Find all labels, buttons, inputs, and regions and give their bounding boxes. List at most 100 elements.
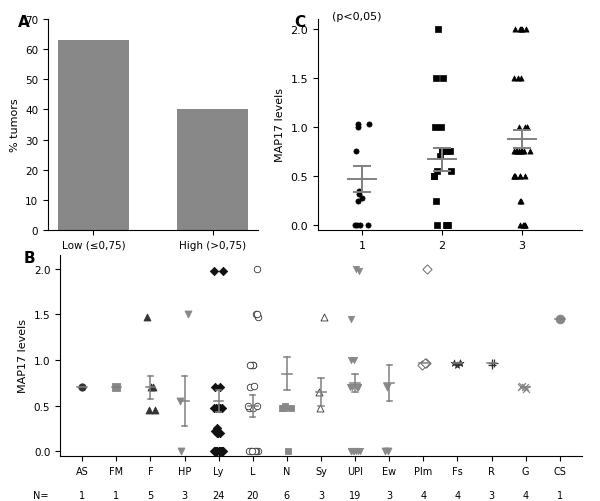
Point (431, 197, 441, 205)
Point (522, 124, 532, 132)
Point (320, 314, 329, 322)
Point (438, 75, 448, 83)
Point (443, 221, 453, 229)
Point (246, 361, 256, 369)
Point (555, 315, 565, 323)
Point (521, 26, 531, 34)
Point (515, 173, 525, 181)
Point (211, 447, 220, 455)
Point (431, 75, 440, 83)
Point (253, 447, 262, 455)
Text: C: C (294, 15, 305, 30)
Point (283, 447, 293, 455)
Point (520, 221, 529, 229)
Point (209, 268, 219, 276)
Point (248, 361, 258, 369)
Point (346, 315, 356, 323)
Bar (58, 41, 129, 230)
Point (279, 404, 289, 412)
Point (209, 404, 219, 412)
Point (250, 447, 259, 455)
Point (146, 384, 156, 392)
Point (214, 404, 223, 412)
Point (346, 356, 356, 364)
Text: 20: 20 (247, 489, 259, 499)
Point (442, 148, 451, 156)
Text: 1: 1 (113, 489, 119, 499)
Point (175, 397, 185, 405)
Point (145, 406, 154, 414)
Point (212, 427, 221, 435)
Point (215, 429, 224, 437)
Point (518, 26, 527, 34)
Point (277, 404, 287, 412)
Point (215, 447, 224, 455)
Point (209, 447, 218, 455)
Point (520, 148, 529, 156)
Point (443, 221, 452, 229)
Point (351, 148, 361, 156)
Text: (p<0,05): (p<0,05) (332, 12, 381, 22)
Point (510, 173, 520, 181)
Point (432, 168, 442, 176)
Point (351, 447, 361, 455)
Point (449, 359, 458, 367)
Text: A: A (18, 15, 30, 30)
Text: 1: 1 (557, 489, 563, 499)
Point (487, 361, 497, 369)
Point (352, 265, 361, 273)
Point (513, 75, 523, 83)
Point (380, 447, 389, 455)
Point (243, 402, 253, 410)
Point (280, 402, 290, 410)
Point (354, 190, 364, 198)
Point (314, 388, 323, 396)
X-axis label: Grade: Grade (431, 256, 469, 266)
Point (215, 404, 224, 412)
Point (422, 265, 432, 273)
Point (247, 447, 257, 455)
Point (517, 382, 526, 390)
Point (353, 197, 363, 205)
Text: 3: 3 (318, 489, 324, 499)
Point (514, 148, 524, 156)
Point (510, 173, 520, 181)
Text: 3: 3 (488, 489, 494, 499)
Point (353, 384, 363, 392)
Point (352, 384, 362, 392)
Y-axis label: MAP17 levels: MAP17 levels (18, 319, 28, 393)
Point (516, 197, 526, 205)
Point (347, 384, 357, 392)
Point (353, 384, 362, 392)
Point (353, 121, 363, 129)
Point (212, 424, 222, 432)
Point (214, 447, 224, 455)
Point (526, 148, 535, 156)
Point (511, 148, 520, 156)
Point (142, 314, 152, 322)
Text: 5: 5 (147, 489, 154, 499)
Point (441, 221, 451, 229)
Point (516, 148, 526, 156)
Point (455, 359, 464, 367)
Point (350, 221, 359, 229)
Point (213, 429, 223, 437)
Point (112, 384, 121, 392)
Point (211, 447, 221, 455)
Text: 4: 4 (523, 489, 529, 499)
Point (520, 221, 530, 229)
Point (345, 384, 355, 392)
Point (245, 361, 254, 369)
Text: 24: 24 (212, 489, 225, 499)
Point (217, 447, 227, 455)
Point (278, 404, 287, 412)
Point (354, 187, 364, 195)
Point (487, 359, 496, 367)
Point (214, 404, 224, 412)
Point (452, 361, 462, 369)
Text: B: B (24, 250, 35, 266)
Point (437, 124, 446, 132)
Point (421, 359, 431, 367)
Y-axis label: MAP17 levels: MAP17 levels (275, 88, 285, 162)
Point (150, 406, 160, 414)
